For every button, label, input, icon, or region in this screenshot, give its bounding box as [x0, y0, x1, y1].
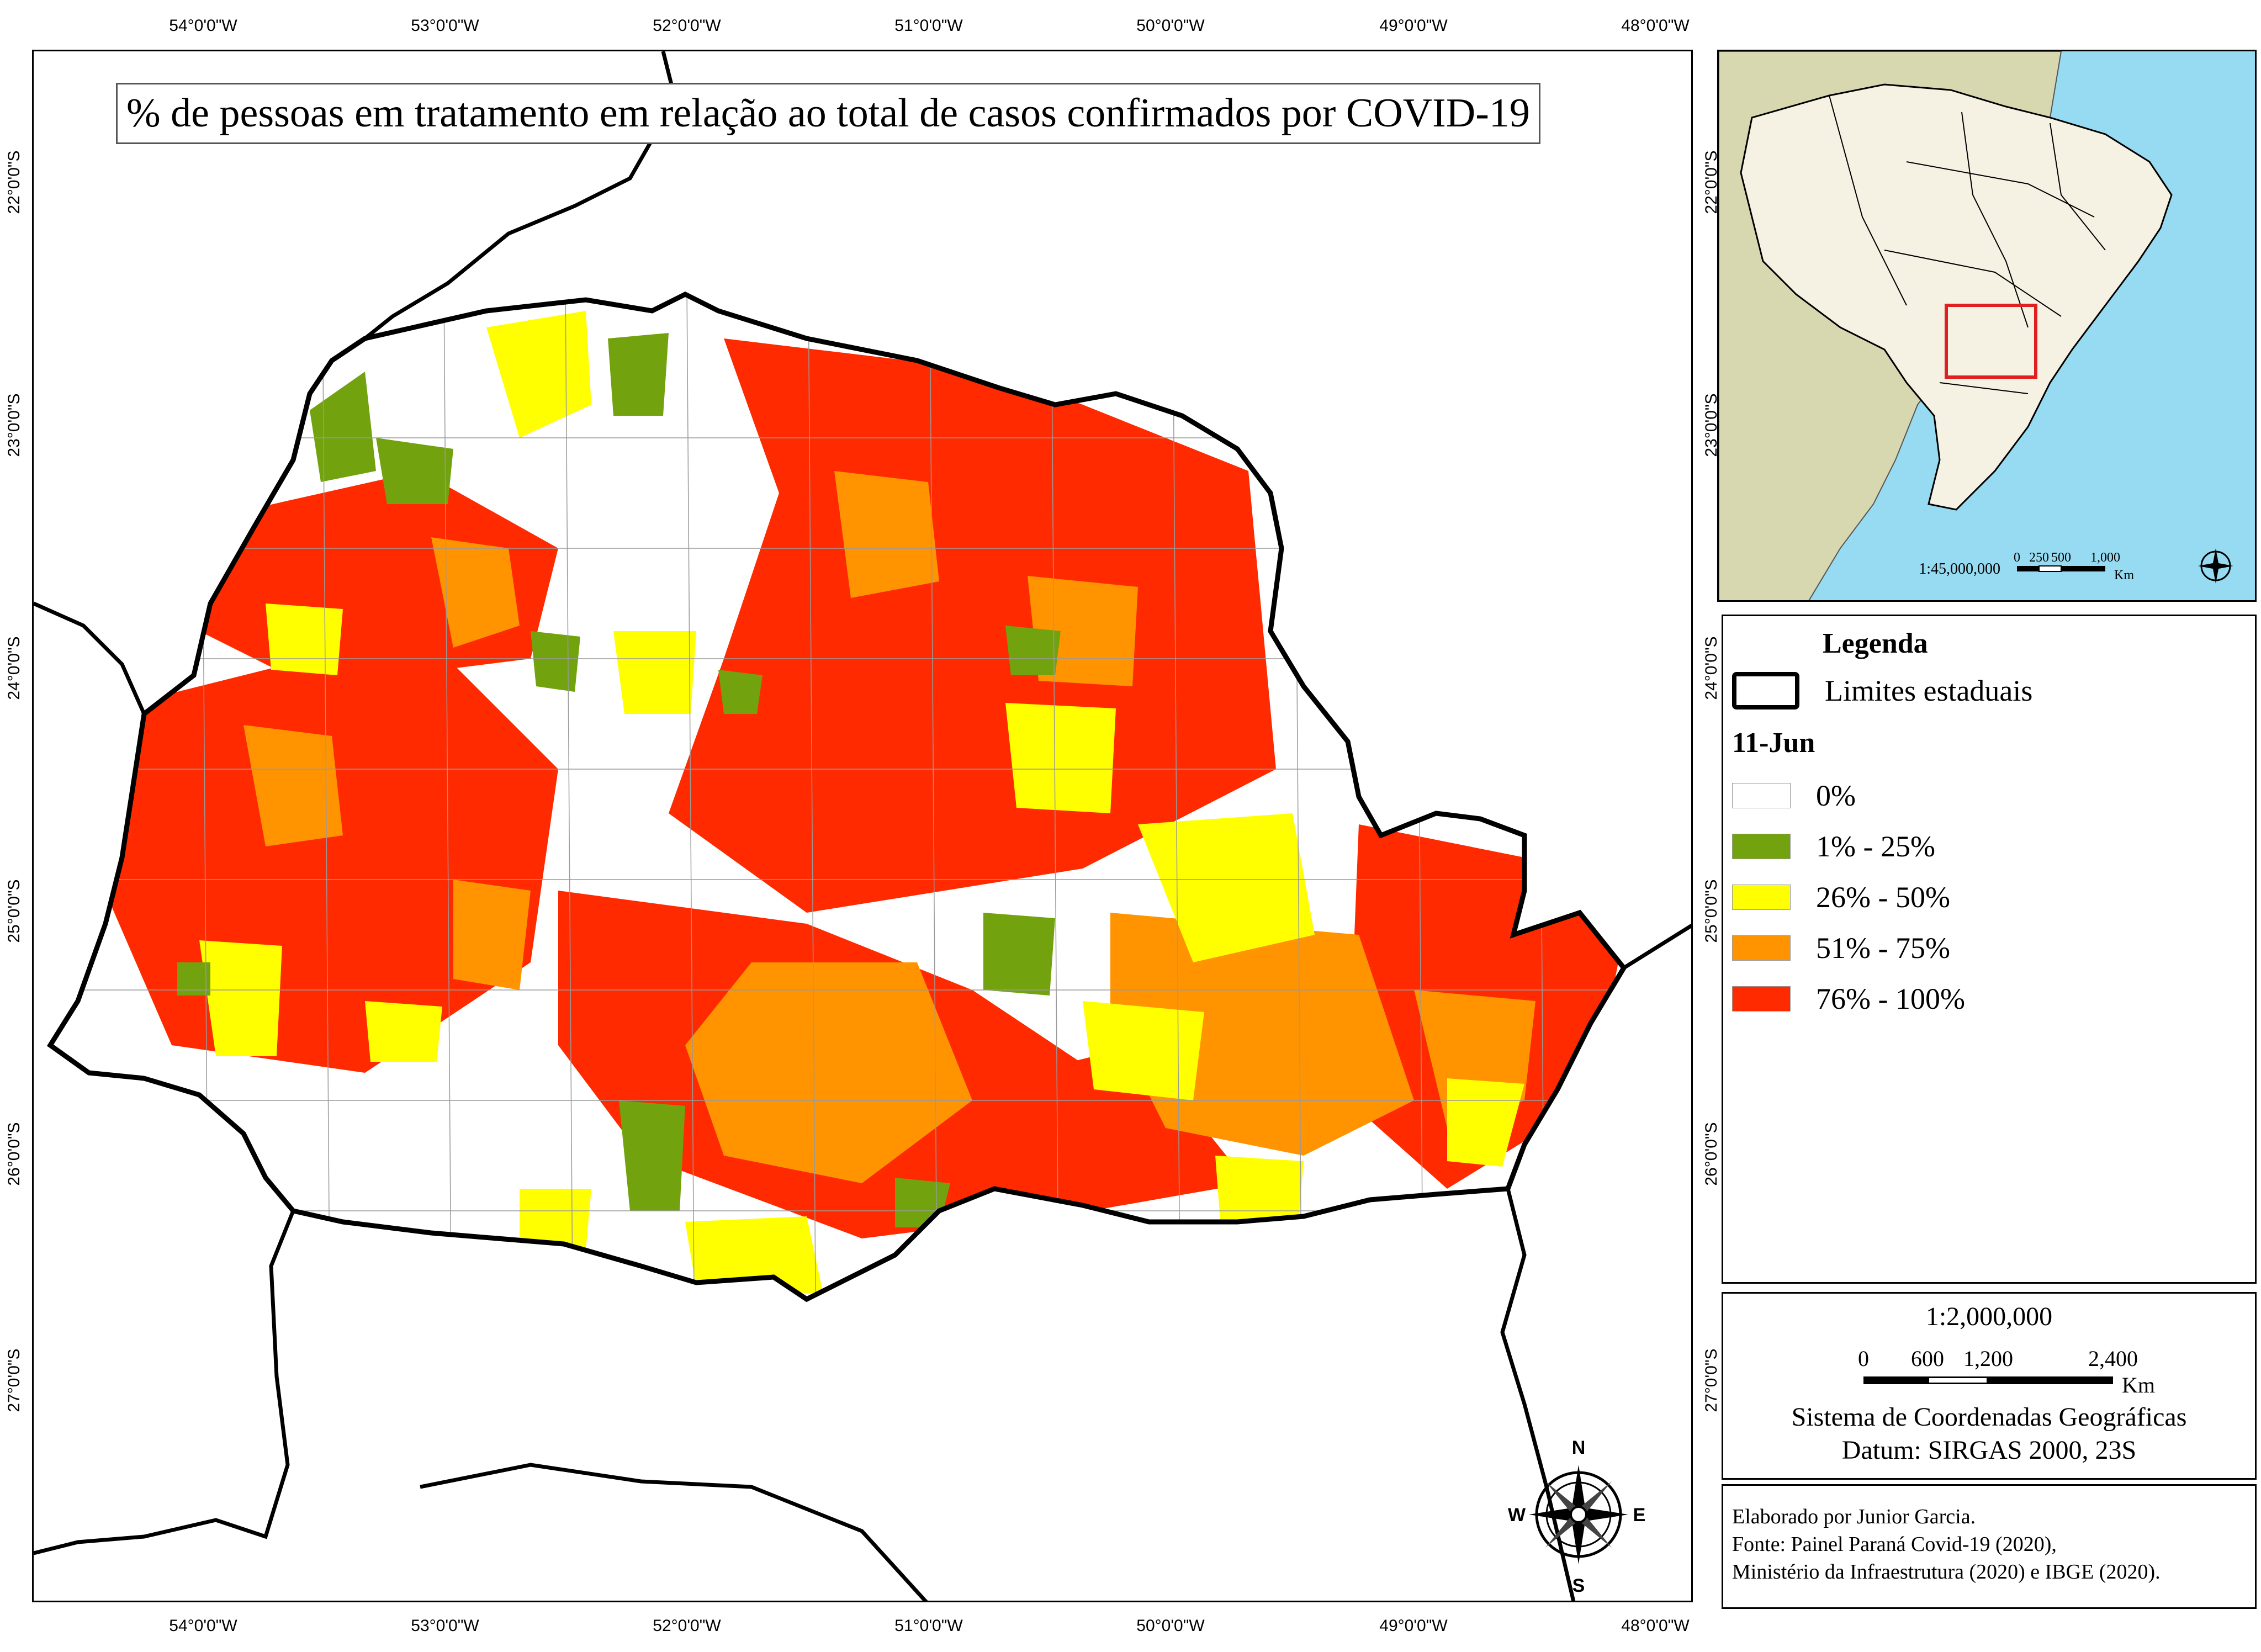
sc-boundary-west — [34, 1210, 295, 1555]
crs-line-2: Datum: SIRGAS 2000, 23S — [1841, 1436, 2137, 1465]
scale-bar-segment — [1988, 1376, 2113, 1384]
neighbour-boundaries — [34, 51, 1691, 1601]
brazil-land — [1740, 83, 2173, 511]
svg-text:500: 500 — [2051, 550, 2071, 565]
inset-scale-bar: 0 250 500 1,000 Km — [2014, 550, 2134, 583]
crs-line-1: Sistema de Coordenadas Geográficas — [1791, 1402, 2187, 1432]
inset-locator-map[interactable]: 1:45,000,000 0 250 500 1,000 Km — [1717, 50, 2257, 602]
lat-label-right: 26°0'0"S — [1702, 1122, 1720, 1186]
inset-extent-box — [1945, 304, 2037, 379]
svg-text:250: 250 — [2029, 550, 2049, 565]
credit-author: Elaborado por Junior Garcia. — [1732, 1505, 1976, 1528]
credit-source-2: Ministério da Infraestrutura (2020) e IB… — [1732, 1560, 2161, 1584]
lon-label-bottom: 50°0'0"W — [1136, 1617, 1205, 1635]
sc-boundary-south — [420, 1463, 928, 1601]
south-label: S — [1572, 1575, 1585, 1596]
lon-label-top: 53°0'0"W — [411, 17, 479, 35]
legend-label: 51% - 75% — [1816, 931, 1950, 965]
svg-text:Km: Km — [2114, 568, 2134, 583]
coastline-south — [1500, 1188, 1576, 1601]
swatch-2 — [1732, 885, 1791, 910]
brazil-state-borders — [1829, 95, 2106, 394]
legend-date: 11-Jun — [1732, 727, 1815, 759]
scale-bar-segment — [1863, 1376, 1928, 1384]
scale-tick: 0 — [1858, 1346, 1869, 1371]
lat-label-left: 25°0'0"S — [5, 879, 23, 943]
legend-title: Legenda — [1823, 628, 1928, 659]
credits-panel: Elaborado por Junior Garcia. Fonte: Pain… — [1722, 1484, 2257, 1609]
lat-label-right: 27°0'0"S — [1702, 1348, 1720, 1412]
municipalities — [50, 294, 1624, 1299]
map-title: % de pessoas em tratamento em relação ao… — [116, 83, 1540, 144]
lat-label-left: 26°0'0"S — [5, 1122, 23, 1186]
north-label: N — [1572, 1437, 1586, 1458]
legend-item-boundary: Limites estaduais — [1732, 671, 2032, 710]
legend-label: 76% - 100% — [1816, 982, 1965, 1015]
legend-label: 1% - 25% — [1816, 830, 1935, 863]
lon-label-top: 48°0'0"W — [1621, 17, 1690, 35]
east-label: E — [1633, 1505, 1646, 1526]
map-canvas — [34, 51, 1691, 1601]
swatch-3 — [1732, 935, 1791, 961]
legend-item-class-2: 26% - 50% — [1732, 878, 1950, 917]
legend-label: 0% — [1816, 779, 1856, 812]
legend-item-class-3: 51% - 75% — [1732, 929, 1950, 967]
scale-tick: 2,400 — [2088, 1346, 2138, 1371]
lon-label-top: 52°0'0"W — [653, 17, 721, 35]
swatch-0 — [1732, 783, 1791, 808]
lat-label-left: 23°0'0"S — [5, 393, 23, 457]
lon-label-top: 49°0'0"W — [1379, 17, 1448, 35]
scale-ratio: 1:2,000,000 — [1925, 1302, 2053, 1331]
legend-label: 26% - 50% — [1816, 881, 1950, 914]
boundary-swatch — [1732, 672, 1799, 709]
lon-label-bottom: 53°0'0"W — [411, 1617, 479, 1635]
inset-canvas: 1:45,000,000 0 250 500 1,000 Km — [1719, 51, 2255, 600]
lon-label-bottom: 52°0'0"W — [653, 1617, 721, 1635]
svg-text:0: 0 — [2014, 550, 2020, 565]
legend-panel: Legenda Limites estaduais 11-Jun 0% 1% -… — [1722, 615, 2257, 1284]
lon-label-bottom: 48°0'0"W — [1621, 1617, 1690, 1635]
credit-source: Fonte: Painel Paraná Covid-19 (2020), — [1732, 1533, 2057, 1556]
west-label: W — [1508, 1505, 1526, 1526]
north-arrow-icon: N S E W — [1508, 1437, 1646, 1596]
scale-panel: 1:2,000,000 0 600 1,200 2,400 Km Sistema… — [1722, 1292, 2257, 1480]
swatch-4 — [1732, 986, 1791, 1012]
scale-bar-segment — [1928, 1376, 1988, 1384]
lon-label-top: 50°0'0"W — [1136, 17, 1205, 35]
inset-scale-ratio: 1:45,000,000 — [1919, 560, 2000, 578]
lat-label-right: 25°0'0"S — [1702, 879, 1720, 943]
lon-label-top: 51°0'0"W — [894, 17, 963, 35]
lon-label-bottom: 54°0'0"W — [169, 1617, 237, 1635]
scale-tick: 1,200 — [1963, 1346, 2013, 1371]
main-map[interactable]: N S E W — [32, 50, 1693, 1602]
lat-label-left: 24°0'0"S — [5, 636, 23, 700]
western-boundary — [34, 601, 146, 715]
scale-unit: Km — [2122, 1373, 2155, 1397]
lon-label-bottom: 49°0'0"W — [1379, 1617, 1448, 1635]
lon-label-top: 54°0'0"W — [169, 17, 237, 35]
inset-north-arrow-icon — [2198, 548, 2233, 584]
legend-item-class-0: 0% — [1732, 776, 1856, 815]
legend-item-class-1: 1% - 25% — [1732, 827, 1935, 866]
lat-label-left: 22°0'0"S — [5, 150, 23, 214]
lon-label-bottom: 51°0'0"W — [894, 1617, 963, 1635]
scale-tick: 600 — [1911, 1346, 1944, 1371]
sp-coast-boundary — [1623, 923, 1691, 970]
legend-item-class-4: 76% - 100% — [1732, 979, 1965, 1018]
swatch-1 — [1732, 834, 1791, 859]
svg-text:1,000: 1,000 — [2090, 550, 2120, 565]
lat-label-left: 27°0'0"S — [5, 1348, 23, 1412]
lat-label-right: 24°0'0"S — [1702, 636, 1720, 700]
legend-label: Limites estaduais — [1825, 674, 2033, 707]
